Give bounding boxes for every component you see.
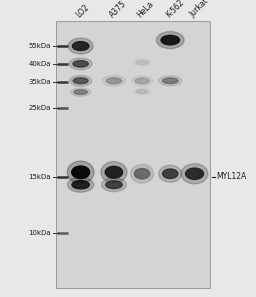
Ellipse shape [159,165,182,182]
Ellipse shape [181,164,208,184]
Ellipse shape [72,42,89,50]
Ellipse shape [73,78,88,84]
Ellipse shape [159,76,182,86]
Ellipse shape [132,76,153,86]
Ellipse shape [73,61,88,67]
Text: 25kDa: 25kDa [29,105,51,111]
Text: 10kDa: 10kDa [29,230,51,236]
Text: 40kDa: 40kDa [29,61,51,67]
Text: HeLa: HeLa [136,0,156,19]
Ellipse shape [69,58,92,70]
Ellipse shape [136,90,148,94]
Ellipse shape [156,31,184,49]
Ellipse shape [74,90,87,94]
Ellipse shape [186,168,204,179]
Text: MYL12A: MYL12A [216,172,247,181]
Text: K-562: K-562 [164,0,185,19]
Ellipse shape [71,88,91,96]
Ellipse shape [161,35,179,45]
Text: 55kDa: 55kDa [29,43,51,49]
Ellipse shape [72,166,90,178]
Ellipse shape [131,165,154,183]
FancyBboxPatch shape [56,21,210,288]
Text: Jurkat: Jurkat [188,0,210,19]
Ellipse shape [101,162,127,183]
Ellipse shape [133,88,151,95]
Ellipse shape [136,60,148,64]
Ellipse shape [134,168,150,179]
Text: 15kDa: 15kDa [29,174,51,180]
Text: A375: A375 [108,0,128,19]
Ellipse shape [105,181,122,189]
Ellipse shape [105,166,123,178]
Text: LO2: LO2 [74,3,91,19]
Ellipse shape [70,75,92,86]
Text: 35kDa: 35kDa [29,79,51,85]
Ellipse shape [67,161,94,184]
Ellipse shape [135,78,149,84]
Ellipse shape [106,78,122,84]
Ellipse shape [102,75,125,86]
Ellipse shape [163,169,178,178]
Ellipse shape [101,178,126,192]
Ellipse shape [72,181,89,189]
Ellipse shape [163,78,178,84]
Ellipse shape [68,177,94,192]
Ellipse shape [133,59,152,66]
Ellipse shape [68,38,93,54]
